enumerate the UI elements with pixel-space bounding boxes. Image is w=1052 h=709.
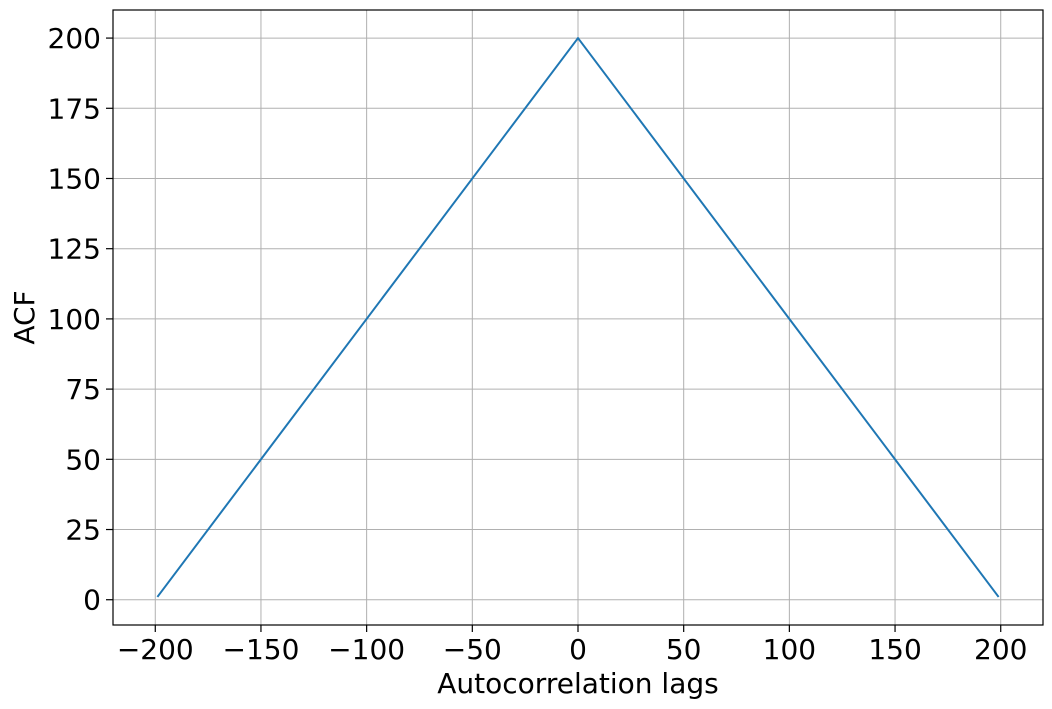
y-tick-label: 125 — [48, 233, 101, 266]
x-axis: −200 −150 −100 −50 0 50 100 150 200 — [117, 625, 1027, 666]
y-tick-label: 100 — [48, 303, 101, 336]
x-tick-label: 150 — [868, 633, 921, 666]
grid — [113, 10, 1043, 625]
x-axis-label: Autocorrelation lags — [437, 667, 718, 700]
x-tick-label: −50 — [443, 633, 502, 666]
x-tick-label: 100 — [763, 633, 816, 666]
y-axis-label: ACF — [8, 290, 41, 344]
y-tick-label: 200 — [48, 22, 101, 55]
x-tick-label: −200 — [117, 633, 194, 666]
x-tick-label: −150 — [223, 633, 300, 666]
series-layer — [156, 37, 1000, 598]
x-tick-label: 50 — [666, 633, 702, 666]
x-tick-label: −100 — [328, 633, 405, 666]
y-axis: 0 25 50 75 100 125 150 175 200 — [48, 22, 113, 617]
x-tick-label: 200 — [974, 633, 1027, 666]
y-tick-label: 150 — [48, 162, 101, 195]
acf-series-line — [156, 37, 1000, 598]
y-tick-label: 25 — [65, 514, 101, 547]
y-tick-label: 0 — [83, 584, 101, 617]
y-tick-label: 50 — [65, 443, 101, 476]
x-tick-label: 0 — [569, 633, 587, 666]
y-tick-label: 75 — [65, 373, 101, 406]
y-tick-label: 175 — [48, 92, 101, 125]
